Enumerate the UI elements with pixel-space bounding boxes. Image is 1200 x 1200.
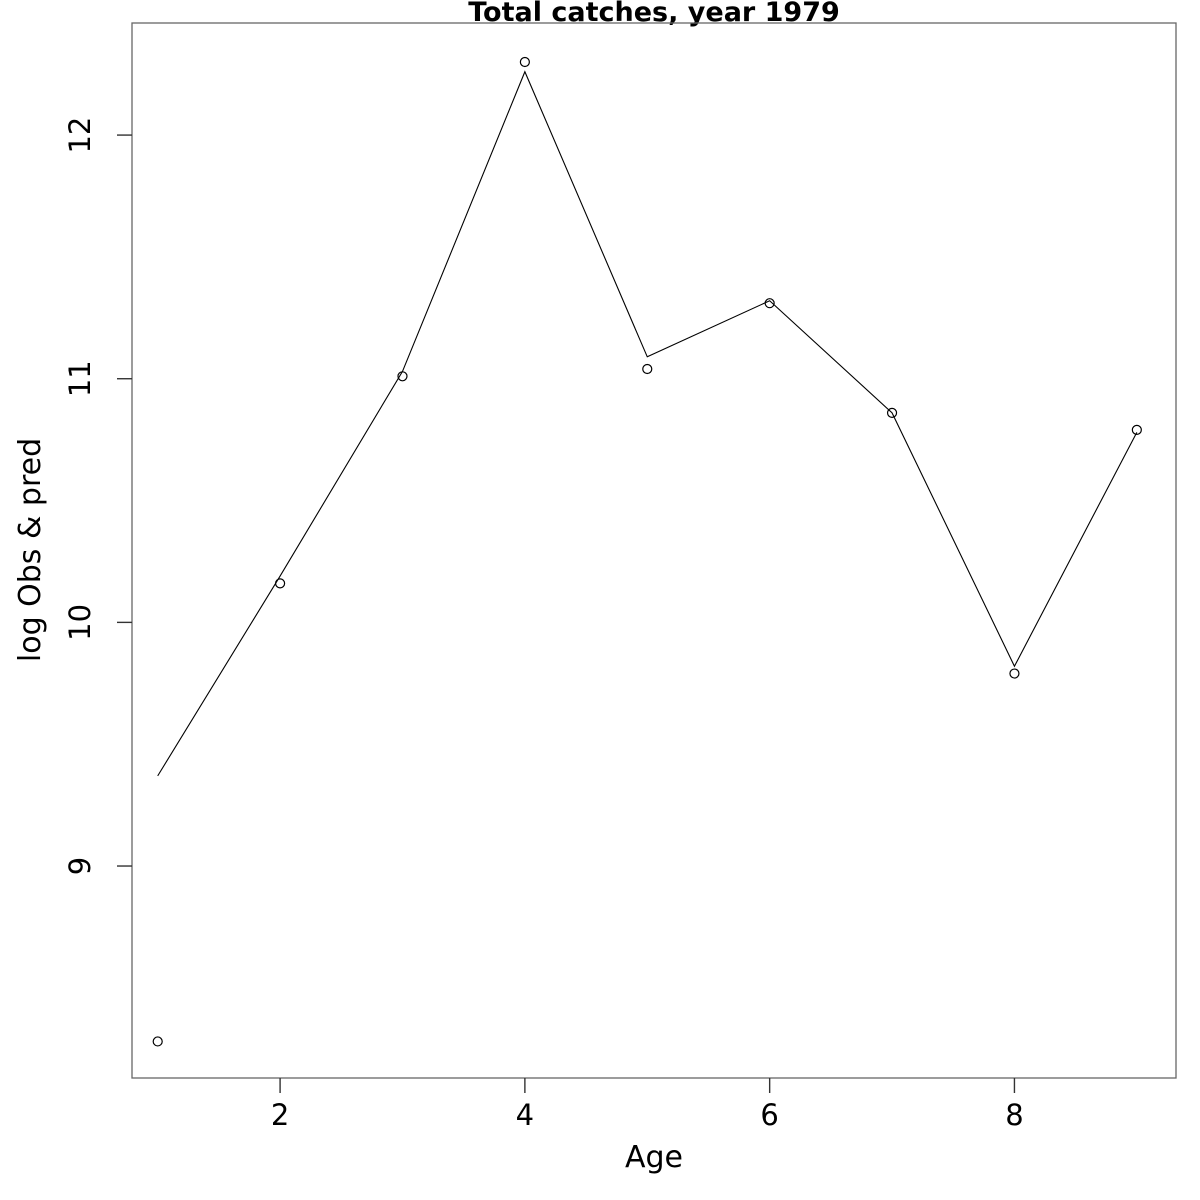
x-tick-label: 8 bbox=[1005, 1098, 1023, 1132]
x-tick-label: 4 bbox=[516, 1098, 534, 1132]
x-tick-label: 2 bbox=[271, 1098, 289, 1132]
x-tick-label: 6 bbox=[760, 1098, 778, 1132]
plot-box bbox=[131, 22, 1177, 1079]
y-axis-label: log Obs & pred bbox=[13, 438, 48, 662]
observed-point bbox=[1009, 668, 1020, 679]
observed-point bbox=[886, 407, 898, 418]
y-tick-label: 11 bbox=[63, 360, 97, 397]
observed-point bbox=[642, 363, 653, 375]
y-tick-label: 9 bbox=[63, 857, 97, 875]
chart-title: Total catches, year 1979 bbox=[468, 0, 840, 28]
observed-point bbox=[519, 56, 530, 68]
observed-point bbox=[1131, 424, 1142, 435]
y-tick-label: 12 bbox=[63, 117, 97, 154]
x-axis-label: Age bbox=[625, 1140, 683, 1175]
observed-point bbox=[152, 1036, 163, 1047]
axes: 2 4 6 8 9 10 11 12 bbox=[63, 22, 1177, 1132]
data-series bbox=[152, 56, 1142, 1047]
y-tick-label: 10 bbox=[63, 604, 97, 641]
predicted-line bbox=[157, 70, 1138, 777]
